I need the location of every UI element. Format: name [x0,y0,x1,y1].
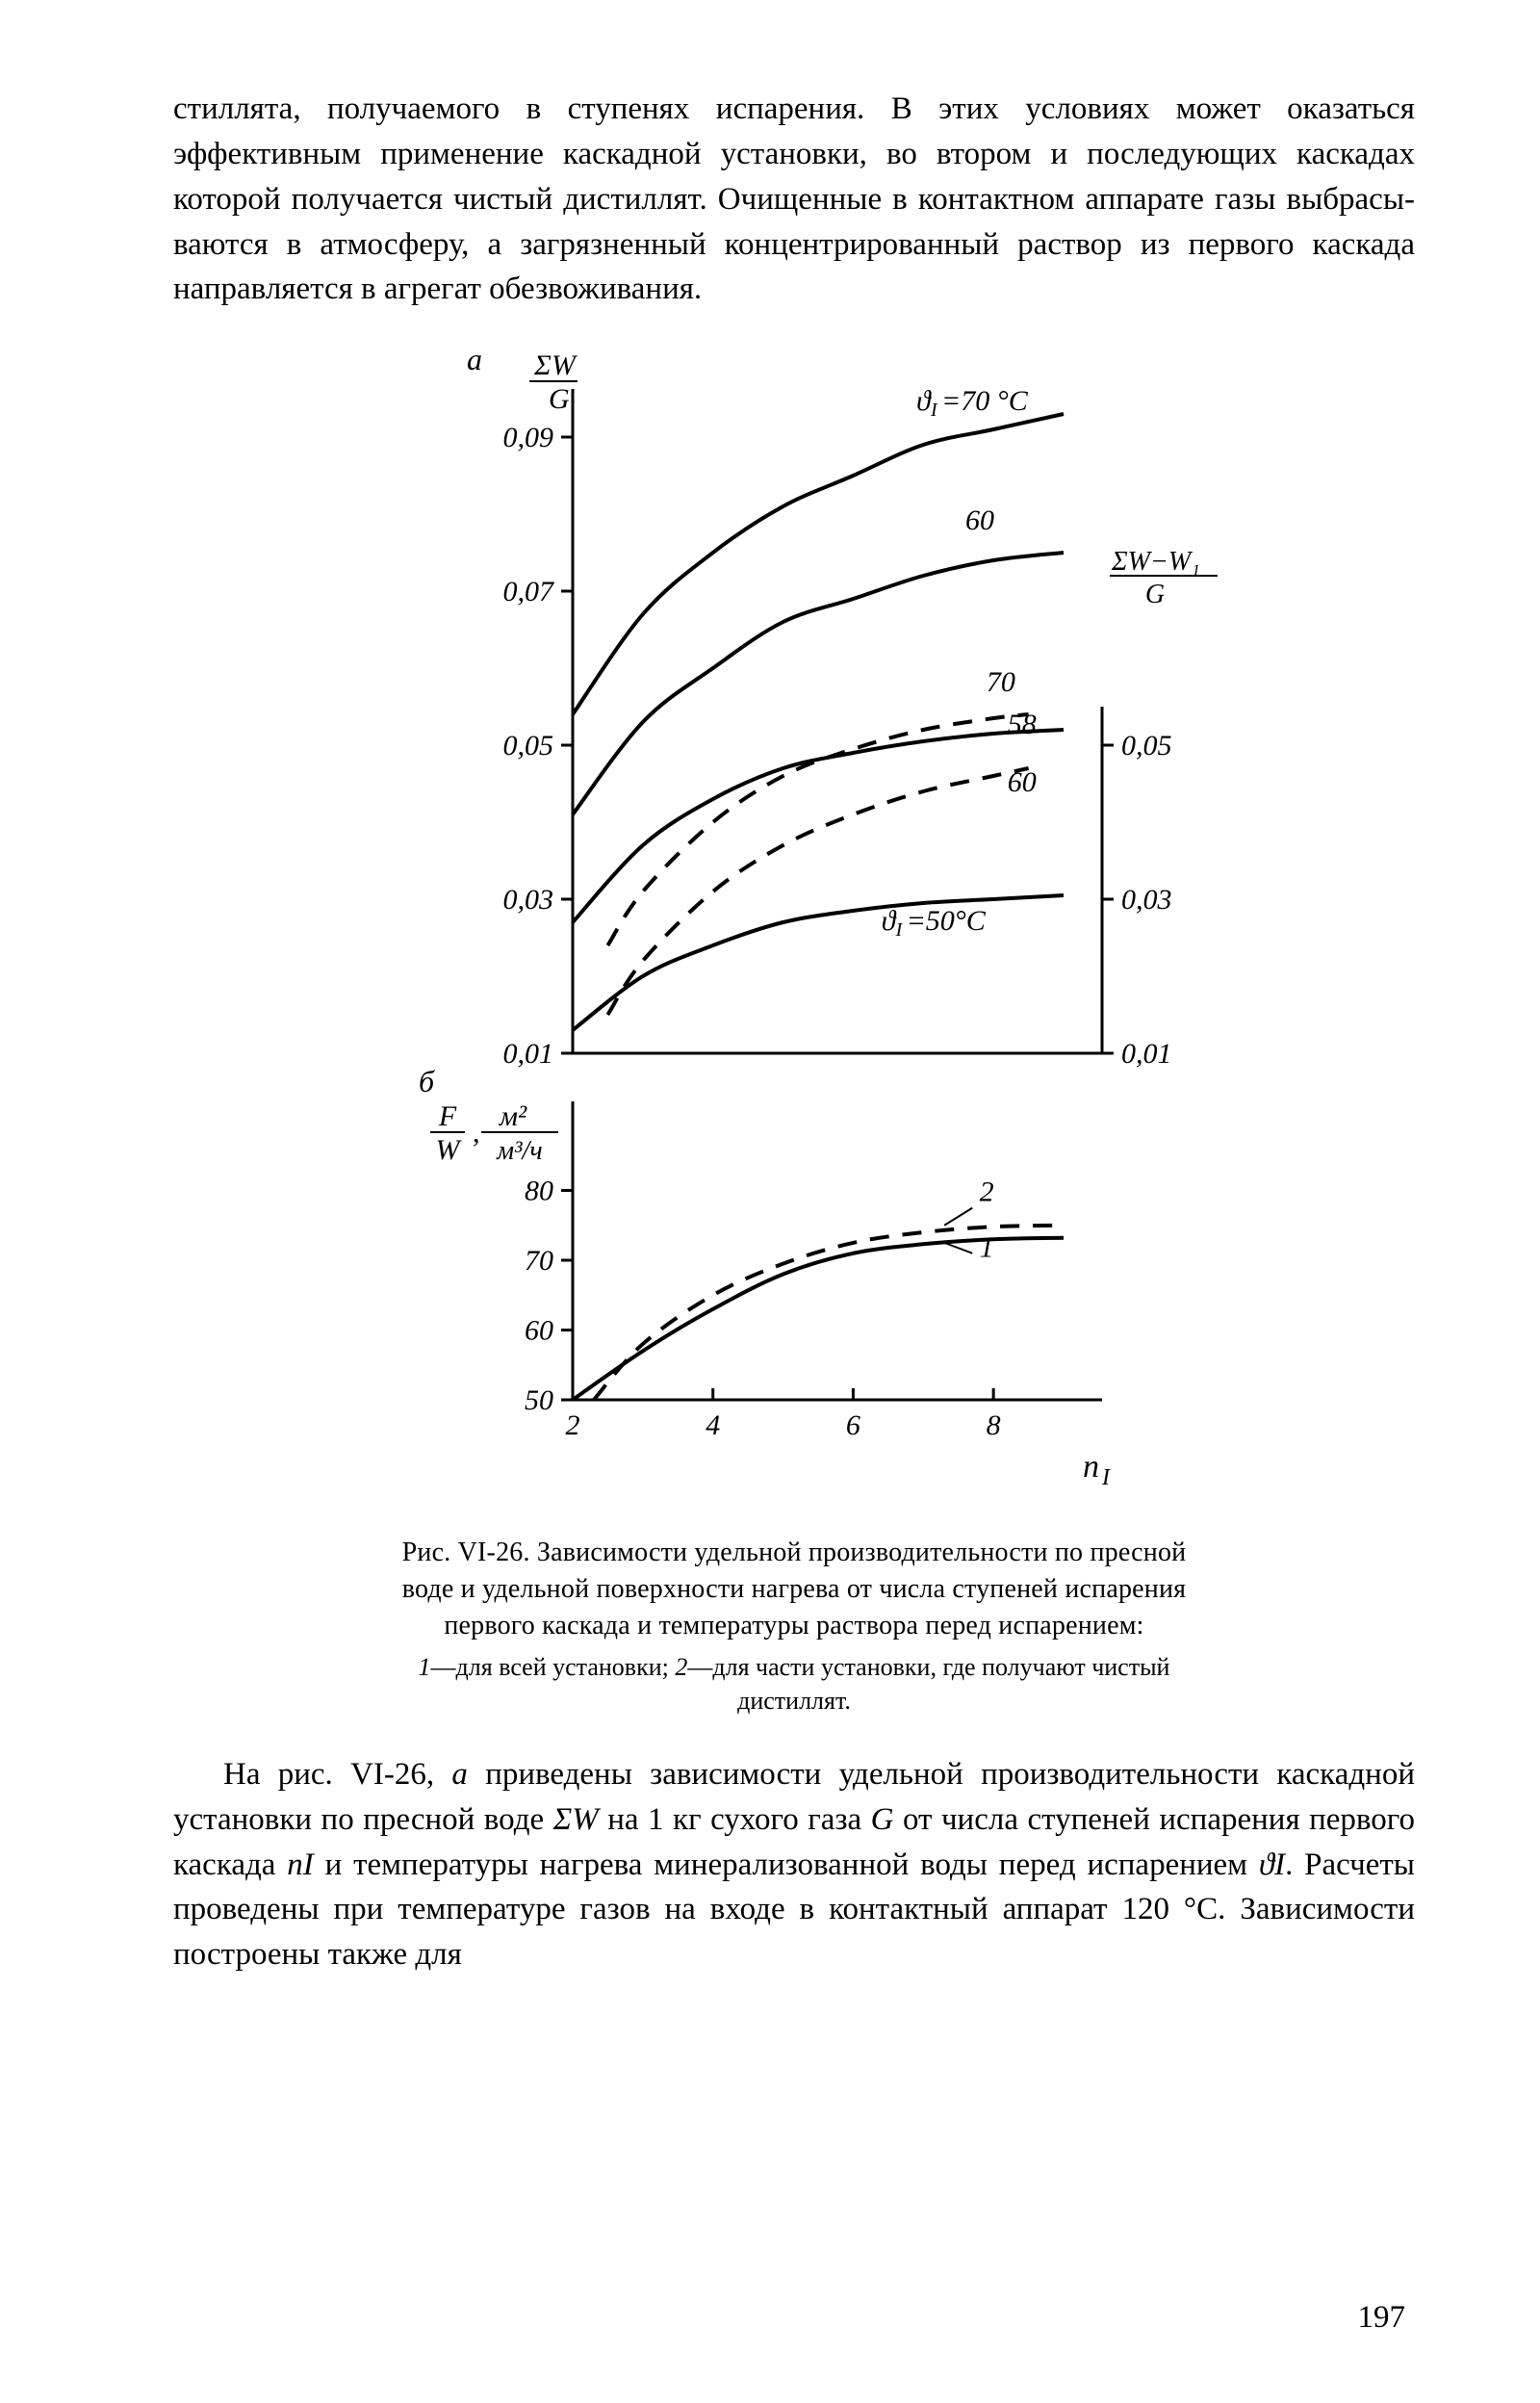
svg-text:60: 60 [965,504,994,536]
svg-text:б: б [419,1064,435,1098]
svg-text:1: 1 [980,1232,994,1264]
svg-text:,: , [473,1117,480,1149]
svg-text:м³/ч: м³/ч [496,1136,542,1166]
svg-text:0,03: 0,03 [1121,884,1172,916]
paragraph-1: стиллята, получаемого в ступенях испарен… [173,87,1415,312]
svg-text:W: W [436,1134,463,1166]
svg-text:а: а [467,342,482,376]
svg-text:G: G [1145,580,1165,609]
svg-text:60: 60 [1008,766,1037,798]
svg-text:F: F [438,1100,457,1132]
figure-svg: 0,010,030,050,070,090,010,030,05аΣWGΣW−W… [332,341,1256,1525]
svg-text:0,03: 0,03 [503,884,554,916]
svg-text:G: G [549,383,570,415]
page-number: 197 [1358,2300,1406,2336]
caption-main: Рис. VI-26. Зависимости удельной произво… [399,1535,1189,1643]
svg-text:70: 70 [525,1245,553,1277]
svg-text:60: 60 [525,1315,553,1347]
svg-text:0,05: 0,05 [1121,730,1172,762]
svg-text:8: 8 [987,1409,1001,1441]
svg-text:0,01: 0,01 [503,1038,554,1070]
svg-text:I: I [930,400,938,421]
svg-text:2: 2 [980,1176,994,1208]
svg-text:ΣW: ΣW [533,349,578,381]
svg-text:4: 4 [706,1409,720,1441]
svg-text:0,07: 0,07 [503,576,556,607]
svg-text:50: 50 [525,1384,553,1416]
figure-caption: Рис. VI-26. Зависимости удельной произво… [399,1535,1189,1718]
svg-text:n: n [1083,1449,1099,1485]
caption-sub: 1—для всей установки; 2—для части устано… [399,1650,1189,1718]
svg-text:=70 °С: =70 °С [941,385,1029,417]
svg-text:80: 80 [525,1176,553,1207]
svg-text:I: I [895,919,904,941]
svg-text:м²: м² [499,1100,527,1132]
page: стиллята, получаемого в ступенях испарен… [0,0,1540,2403]
svg-text:ΣW−W₁: ΣW−W₁ [1111,547,1200,577]
svg-text:0,09: 0,09 [503,422,554,453]
svg-text:0,01: 0,01 [1121,1038,1172,1070]
svg-text:70: 70 [987,666,1015,698]
svg-text:2: 2 [566,1409,580,1441]
svg-text:0,05: 0,05 [503,730,554,762]
svg-text:=50°С: =50°С [907,905,987,937]
svg-text:6: 6 [846,1409,860,1441]
svg-text:58: 58 [1008,709,1037,740]
figure-vi-26: 0,010,030,050,070,090,010,030,05аΣWGΣW−W… [173,341,1415,1525]
paragraph-2: На рис. VI-26, а приведены зависимости у… [173,1752,1415,1977]
svg-text:I: I [1101,1465,1111,1490]
